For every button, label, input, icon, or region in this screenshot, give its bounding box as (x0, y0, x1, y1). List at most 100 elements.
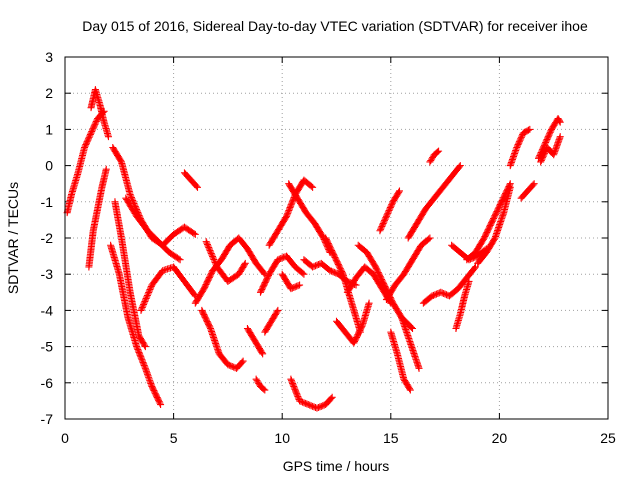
data-point (206, 247, 214, 255)
data-point (377, 225, 385, 233)
data-point (427, 157, 435, 165)
data-point (380, 218, 388, 226)
data-point (260, 385, 268, 393)
data-point (537, 158, 545, 166)
data-point (307, 182, 315, 190)
y-tick-label: -4 (41, 302, 54, 318)
data-point (283, 212, 291, 220)
series-track-p (261, 306, 282, 336)
data-point (258, 349, 266, 357)
data-point (204, 242, 212, 250)
data-point (89, 125, 97, 133)
data-point (291, 385, 299, 393)
data-point (275, 255, 283, 263)
data-point (541, 149, 549, 157)
data-point (287, 285, 295, 293)
data-point (306, 401, 314, 409)
data-point (288, 199, 296, 207)
data-point (376, 227, 384, 235)
data-point (253, 377, 261, 385)
data-point (287, 201, 295, 209)
data-point (81, 142, 89, 150)
data-point (292, 388, 300, 396)
data-point (431, 291, 439, 299)
y-axis-label: SDTVAR / TECUs (5, 182, 21, 294)
data-point (287, 375, 295, 383)
data-point (211, 258, 219, 266)
data-point (284, 209, 292, 217)
data-point (326, 267, 334, 275)
data-point (140, 361, 148, 369)
data-point (209, 254, 217, 262)
series-track-z (376, 187, 403, 235)
data-point (314, 404, 322, 412)
data-point (286, 204, 294, 212)
series-track-ah (452, 277, 473, 332)
data-point (252, 375, 260, 383)
y-tick-label: -3 (41, 266, 54, 282)
data-point (388, 201, 396, 209)
data-point (517, 135, 525, 143)
data-point (300, 399, 308, 407)
data-point (293, 282, 301, 290)
x-tick-label: 5 (170, 430, 178, 446)
data-point (138, 357, 146, 365)
data-point (208, 251, 216, 259)
data-point (328, 393, 336, 401)
data-points (63, 86, 564, 412)
data-point (134, 345, 142, 353)
data-point (556, 118, 564, 126)
data-point (240, 261, 248, 269)
data-point (426, 158, 434, 166)
data-point (90, 123, 98, 131)
data-point (203, 241, 211, 249)
data-point (406, 385, 414, 393)
data-point (81, 144, 89, 151)
data-point (259, 350, 267, 358)
data-point (287, 377, 295, 385)
data-point (517, 133, 525, 141)
data-point (133, 344, 141, 352)
data-point (88, 128, 96, 136)
data-point (290, 382, 298, 390)
series-track-m (243, 325, 267, 358)
data-point (102, 165, 110, 173)
data-point (141, 341, 149, 349)
data-point (147, 284, 155, 292)
data-point (544, 133, 552, 141)
data-point (379, 220, 387, 228)
data-point (156, 399, 164, 407)
series-track-l (202, 238, 249, 285)
data-point (133, 343, 141, 351)
data-point (435, 147, 443, 155)
data-point (304, 401, 312, 409)
data-point (145, 287, 153, 295)
series-track-ad (404, 162, 464, 242)
data-point (395, 187, 403, 195)
chart-title: Day 015 of 2016, Sidereal Day-to-day VTE… (82, 18, 588, 34)
data-point (530, 180, 538, 188)
data-point (288, 378, 296, 386)
series-track-i (180, 169, 201, 191)
grid-lines (65, 57, 608, 419)
data-point (327, 394, 335, 402)
data-point (138, 305, 146, 313)
data-point (137, 353, 145, 361)
data-point (407, 323, 415, 331)
data-point (285, 205, 293, 213)
data-point (255, 380, 263, 388)
data-point (176, 256, 184, 264)
data-point (203, 239, 211, 247)
data-point (382, 214, 390, 222)
data-point (316, 403, 324, 411)
data-point (261, 386, 269, 394)
data-point (387, 202, 395, 210)
data-point (529, 181, 537, 189)
data-point (539, 154, 547, 162)
data-point (144, 290, 152, 298)
data-point (438, 289, 446, 297)
data-point (254, 378, 262, 386)
data-point (140, 360, 148, 368)
data-point (241, 259, 249, 267)
data-point (91, 120, 99, 128)
